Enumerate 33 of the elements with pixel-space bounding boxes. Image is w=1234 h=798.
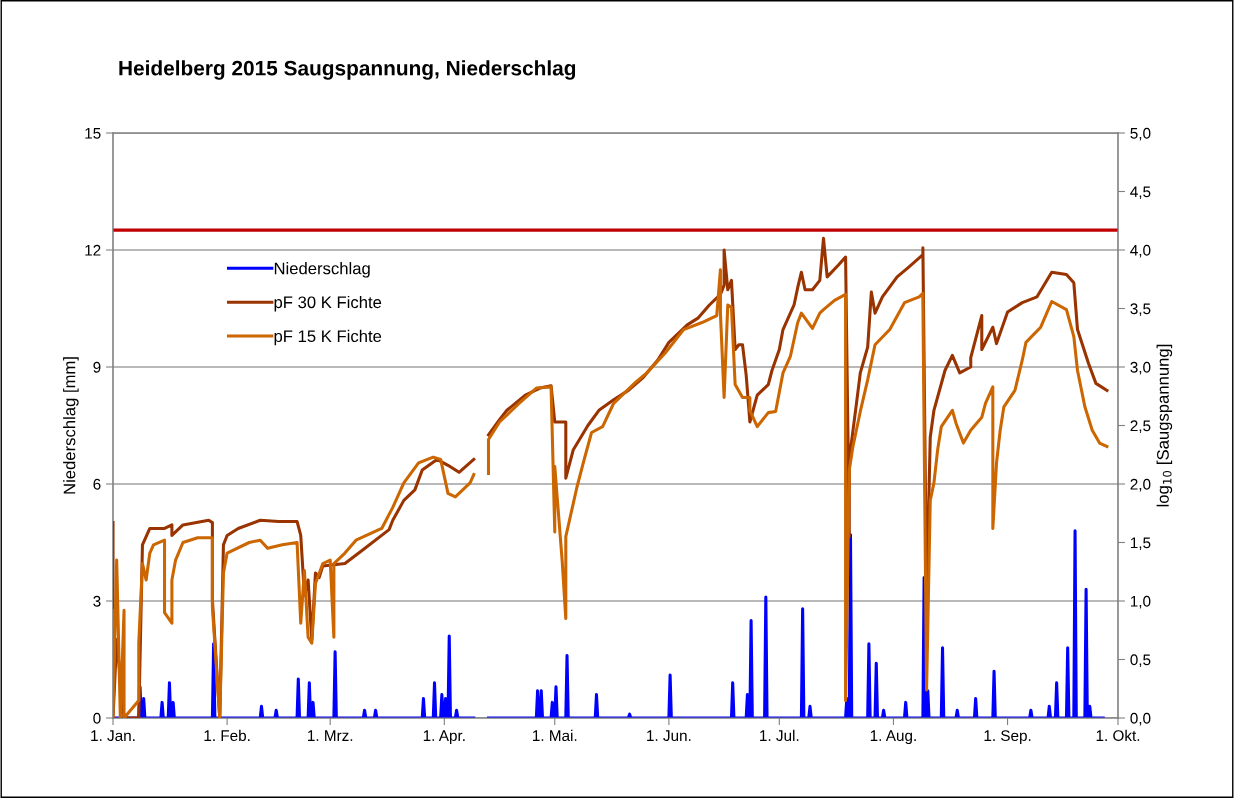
- legend-label: pF 15 K Fichte: [274, 329, 382, 346]
- y2-tick-label: 1,0: [1130, 595, 1151, 609]
- x-tick-label: 1. Sep.: [984, 730, 1031, 745]
- x-tick-label: 1. Aug.: [870, 730, 916, 745]
- y-tick-label: 9: [93, 361, 101, 373]
- x-tick-label: 1. Jul.: [760, 729, 799, 742]
- y2-tick-label: 3,0: [1130, 361, 1151, 375]
- y-tick-label: 15: [85, 128, 101, 139]
- y2-tick-label: 4,0: [1130, 244, 1151, 258]
- chart-title: Heidelberg 2015 Saugspannung, Niederschlag: [119, 60, 576, 80]
- x-tick-label: 1. Mai.: [533, 729, 577, 742]
- y2-tick-label: 1,5: [1130, 537, 1151, 550]
- y2-tick-label: 5,0: [1130, 127, 1151, 141]
- y-tick-label: 3: [93, 595, 101, 607]
- y-axis-title: Niederschlag [mm]: [63, 357, 79, 494]
- y-tick-label: 6: [93, 478, 101, 490]
- y2-tick-label: 4,5: [1130, 186, 1151, 199]
- y-tick-label: 0: [93, 712, 101, 724]
- legend-label: Niederschlag: [274, 262, 370, 278]
- y-tick-label: 12: [85, 244, 101, 256]
- y2-axis-title: log$_{10}$ [Saugspannung]: [1156, 344, 1173, 507]
- y2-tick-label: 0,5: [1130, 654, 1151, 667]
- y2-tick-label: 2,0: [1130, 478, 1151, 492]
- x-tick-label: 1. Mrz.: [308, 730, 353, 741]
- y2-tick-label: 0,0: [1130, 712, 1151, 726]
- x-tick-label: 1. Apr.: [423, 730, 465, 745]
- x-tick-label: 1. Jun.: [647, 730, 691, 742]
- x-tick-label: 1. Okt.: [1096, 729, 1140, 742]
- y2-tick-label: 3,5: [1130, 303, 1151, 316]
- legend-label: pF 30 K Fichte: [274, 295, 382, 312]
- y2-tick-label: 2,5: [1130, 420, 1151, 433]
- x-tick-label: 1. Jan.: [91, 730, 135, 742]
- x-tick-label: 1. Feb.: [204, 729, 250, 742]
